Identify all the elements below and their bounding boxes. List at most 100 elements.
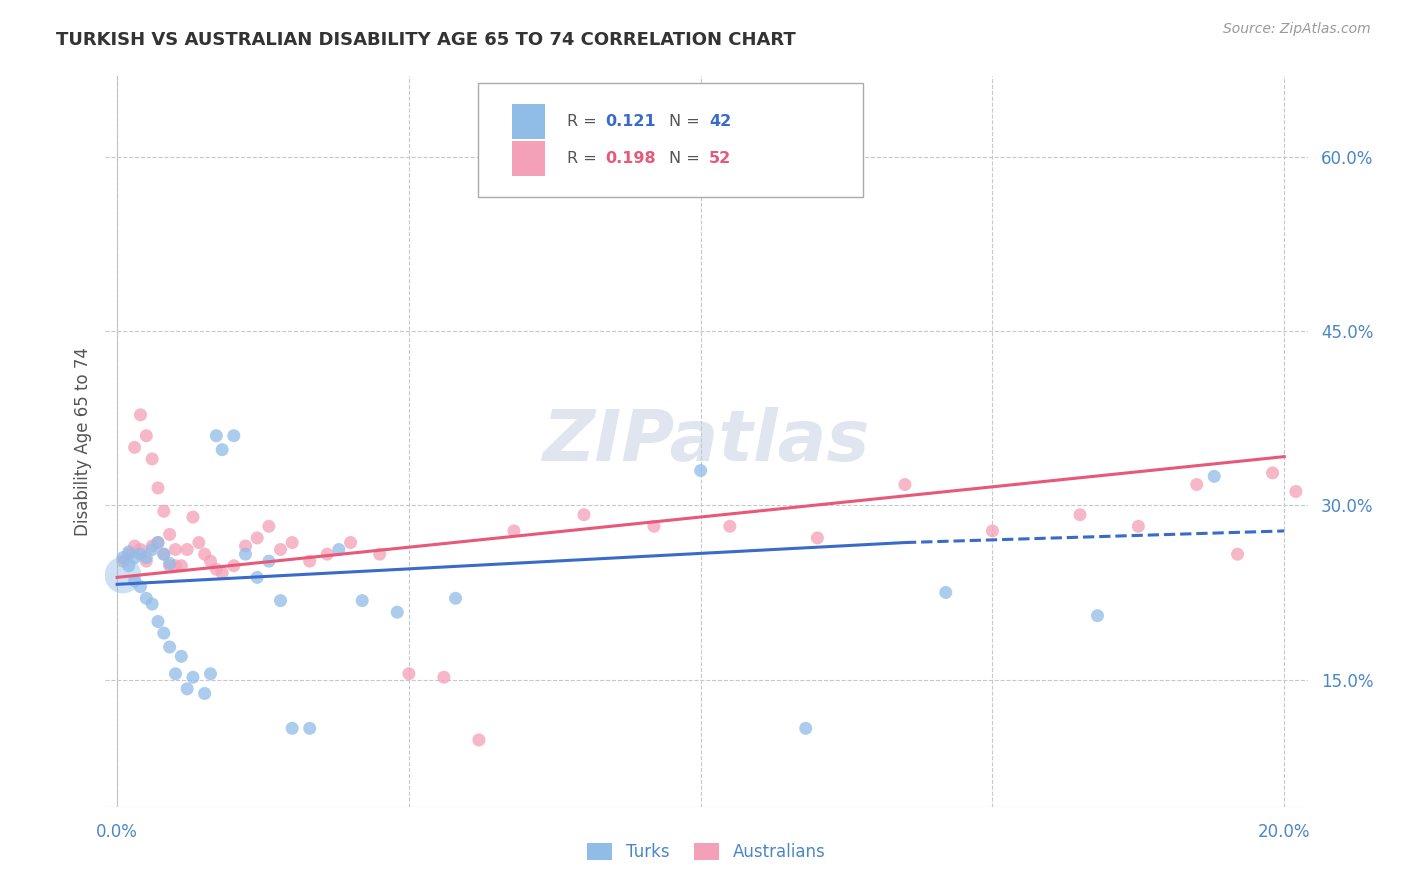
Point	[281, 721, 304, 735]
Text: R =: R =	[567, 113, 602, 128]
Point	[124, 574, 146, 588]
Point	[718, 519, 741, 533]
Point	[222, 428, 245, 442]
Point	[316, 547, 339, 561]
Point	[165, 558, 187, 573]
Point	[200, 554, 222, 568]
Text: ZIPatlas: ZIPatlas	[543, 407, 870, 476]
Point	[298, 554, 321, 568]
Point	[135, 550, 157, 565]
Point	[205, 428, 228, 442]
Point	[165, 542, 187, 557]
Bar	[512, 103, 546, 139]
Point	[257, 519, 280, 533]
Point	[572, 508, 595, 522]
Point	[129, 580, 152, 594]
Point	[111, 554, 134, 568]
Point	[124, 550, 146, 565]
Text: R =: R =	[567, 151, 602, 166]
Point	[135, 554, 157, 568]
Point	[794, 721, 817, 735]
Text: 0.198: 0.198	[606, 151, 657, 166]
Point	[1185, 477, 1208, 491]
Point	[235, 539, 257, 553]
Point	[170, 649, 193, 664]
Point	[433, 670, 456, 684]
Point	[141, 542, 163, 557]
Text: 42: 42	[709, 113, 731, 128]
Point	[129, 547, 152, 561]
Point	[159, 640, 181, 654]
Text: 0.121: 0.121	[606, 113, 657, 128]
Point	[194, 547, 217, 561]
Point	[141, 452, 163, 467]
Point	[643, 519, 665, 533]
Point	[205, 562, 228, 576]
Point	[806, 531, 828, 545]
Point	[159, 558, 181, 573]
Point	[141, 597, 163, 611]
Text: Source: ZipAtlas.com: Source: ZipAtlas.com	[1223, 22, 1371, 37]
Point	[141, 539, 163, 553]
Point	[246, 531, 269, 545]
Point	[270, 593, 292, 607]
Point	[935, 585, 957, 599]
Point	[352, 593, 374, 607]
Point	[281, 535, 304, 549]
Point	[146, 481, 169, 495]
Point	[159, 527, 181, 541]
Point	[111, 568, 134, 582]
Text: TURKISH VS AUSTRALIAN DISABILITY AGE 65 TO 74 CORRELATION CHART: TURKISH VS AUSTRALIAN DISABILITY AGE 65 …	[56, 31, 796, 49]
Point	[129, 542, 152, 557]
Point	[181, 670, 204, 684]
Point	[689, 464, 711, 478]
Point	[176, 542, 198, 557]
Point	[1285, 484, 1308, 499]
Point	[146, 535, 169, 549]
Point	[200, 666, 222, 681]
Point	[135, 428, 157, 442]
Point	[1226, 547, 1249, 561]
FancyBboxPatch shape	[478, 83, 863, 196]
Point	[368, 547, 391, 561]
Point	[1069, 508, 1091, 522]
Point	[153, 626, 176, 640]
Text: N =: N =	[669, 113, 706, 128]
Point	[129, 408, 152, 422]
Point	[111, 550, 134, 565]
Point	[1261, 466, 1284, 480]
Point	[118, 558, 141, 573]
Point	[1204, 469, 1226, 483]
Point	[170, 558, 193, 573]
Y-axis label: Disability Age 65 to 74: Disability Age 65 to 74	[73, 347, 91, 536]
Point	[124, 441, 146, 455]
Point	[159, 557, 181, 571]
Point	[246, 570, 269, 584]
Point	[153, 547, 176, 561]
Point	[270, 542, 292, 557]
Point	[503, 524, 526, 538]
Point	[118, 545, 141, 559]
Point	[339, 535, 361, 549]
Point	[194, 686, 217, 700]
Point	[176, 681, 198, 696]
Point	[981, 524, 1004, 538]
Text: N =: N =	[669, 151, 706, 166]
Point	[1128, 519, 1150, 533]
Point	[257, 554, 280, 568]
Point	[1087, 608, 1109, 623]
Legend: Turks, Australians: Turks, Australians	[588, 843, 825, 861]
Point	[211, 442, 233, 457]
Point	[165, 666, 187, 681]
Point	[124, 539, 146, 553]
Point	[444, 591, 467, 606]
Point	[135, 591, 157, 606]
Point	[387, 605, 409, 619]
Point	[398, 666, 420, 681]
Point	[235, 547, 257, 561]
Point	[181, 510, 204, 524]
Point	[328, 542, 350, 557]
Point	[468, 733, 491, 747]
Point	[118, 547, 141, 561]
Bar	[512, 141, 546, 176]
